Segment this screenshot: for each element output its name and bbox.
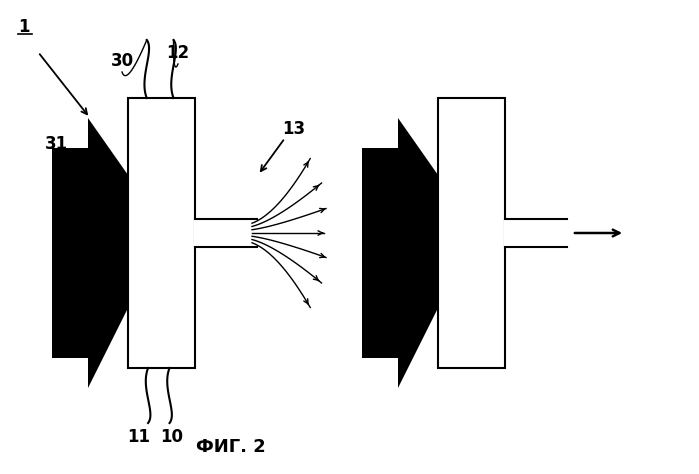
Text: 10: 10 <box>160 428 183 446</box>
Text: 31: 31 <box>45 135 68 153</box>
Text: 13: 13 <box>282 120 305 138</box>
Polygon shape <box>398 118 438 388</box>
Text: 30: 30 <box>110 52 134 70</box>
Text: 11: 11 <box>127 428 150 446</box>
Text: ФИГ. 2: ФИГ. 2 <box>196 438 266 456</box>
Bar <box>194 219 196 247</box>
Text: 1: 1 <box>18 18 29 36</box>
Polygon shape <box>88 118 128 388</box>
Bar <box>503 219 507 247</box>
Bar <box>128 98 195 368</box>
Bar <box>52 148 88 358</box>
Bar <box>362 148 398 358</box>
Text: 12: 12 <box>166 44 189 62</box>
Bar <box>438 98 505 368</box>
